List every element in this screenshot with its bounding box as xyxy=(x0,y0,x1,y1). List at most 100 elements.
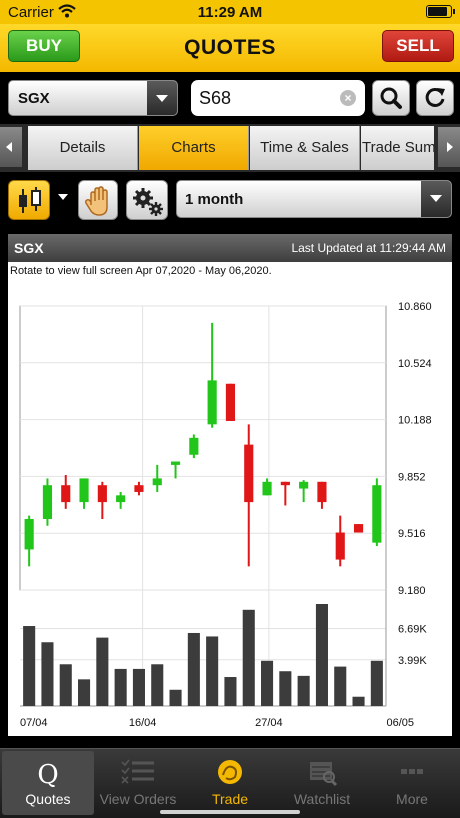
candle-body xyxy=(317,481,327,503)
volume-bar xyxy=(206,636,219,706)
page-title: QUOTES xyxy=(184,36,276,59)
period-select[interactable]: 1 month xyxy=(176,180,452,218)
price-plot-frame xyxy=(19,305,387,591)
tabbar-item-view-orders[interactable]: View Orders xyxy=(92,751,184,815)
volume-bar xyxy=(23,626,36,706)
search-icon xyxy=(380,87,402,109)
chart-header: SGX Last Updated at 11:29:44 AM xyxy=(8,234,452,262)
candle-body xyxy=(61,485,71,503)
view-orders-icon xyxy=(121,759,154,784)
tabs-scroll-right-button[interactable] xyxy=(438,127,460,167)
svg-text:Q: Q xyxy=(37,760,58,787)
candlestick-icon xyxy=(19,187,41,213)
battery-icon xyxy=(426,5,455,18)
carrier-label: Carrier xyxy=(8,4,54,21)
volume-bar xyxy=(41,642,54,706)
refresh-icon xyxy=(425,87,445,107)
sell-button[interactable]: SELL xyxy=(382,30,454,62)
tab-details[interactable]: Details xyxy=(28,126,138,170)
quotes-icon: Q xyxy=(37,760,58,787)
tabbar-label: More xyxy=(396,791,428,807)
period-dropdown-button[interactable] xyxy=(421,181,451,217)
clear-icon[interactable]: × xyxy=(340,90,356,106)
candle-body xyxy=(152,478,162,486)
tabs-scroll-left-button[interactable] xyxy=(0,127,22,167)
volume-bar xyxy=(224,677,237,706)
volume-bar xyxy=(78,679,91,706)
watchlist-icon xyxy=(310,762,338,787)
chevron-down-icon xyxy=(156,95,168,102)
refresh-button[interactable] xyxy=(416,80,454,116)
status-time: 11:29 AM xyxy=(197,4,263,21)
candle-body xyxy=(244,444,254,503)
tabbar-item-trade[interactable]: Trade xyxy=(184,751,276,815)
bottom-tab-bar: Q Quotes View Orders Trade Watchlist More xyxy=(0,748,460,818)
tabbar-label: Watchlist xyxy=(293,791,351,807)
symbol-input[interactable]: S68 × xyxy=(191,80,365,116)
exchange-select[interactable]: SGX xyxy=(8,80,178,116)
candle-body xyxy=(97,485,107,503)
candle-body xyxy=(372,485,382,543)
candle-body xyxy=(207,380,217,425)
candle-body xyxy=(79,478,89,503)
candle-body xyxy=(134,485,144,492)
chart-type-button[interactable] xyxy=(8,180,50,220)
candle-body xyxy=(262,481,272,496)
price-chart[interactable]: 10.860 10.524 10.188 9.852 9.516 9.180 07/04 16… xyxy=(8,234,452,736)
candle-body xyxy=(280,481,290,486)
x-tick-label: 07/04 xyxy=(20,717,48,729)
gears-icon xyxy=(133,188,163,216)
buy-button[interactable]: BUY xyxy=(8,30,80,62)
volume-bar xyxy=(114,668,127,706)
volume-bar xyxy=(151,664,164,706)
price-tick-label: 9.516 xyxy=(398,528,426,540)
volume-bar xyxy=(59,664,72,706)
search-button[interactable] xyxy=(372,80,410,116)
price-tick-label: 10.860 xyxy=(398,301,432,313)
candle-body xyxy=(299,481,309,489)
volume-bar xyxy=(297,675,310,706)
pan-tool-button[interactable] xyxy=(78,180,118,220)
more-icon xyxy=(401,769,423,774)
hand-icon xyxy=(84,186,108,216)
volume-bar xyxy=(279,671,292,706)
candle-body xyxy=(335,532,345,560)
tabbar-item-quotes[interactable]: Q Quotes xyxy=(2,751,94,815)
tabbar-item-watchlist[interactable]: Watchlist xyxy=(276,751,368,815)
last-updated: Last Updated at 11:29:44 AM xyxy=(291,241,446,255)
settings-button[interactable] xyxy=(126,180,168,220)
x-tick-label: 27/04 xyxy=(255,717,283,729)
home-indicator xyxy=(160,810,300,814)
volume-bar xyxy=(334,666,347,706)
tab-time-sales[interactable]: Time & Sales xyxy=(250,126,360,170)
volume-bar xyxy=(132,668,145,706)
volume-bar xyxy=(261,660,274,706)
wifi-icon xyxy=(58,4,76,18)
tabbar-item-more[interactable]: More xyxy=(366,751,458,815)
volume-bar xyxy=(370,660,383,706)
chart-toolbar: 1 month xyxy=(0,172,460,230)
tab-trade-summary[interactable]: Trade Summary xyxy=(361,126,434,170)
tab-charts[interactable]: Charts xyxy=(139,126,249,170)
x-tick-label: 06/05 xyxy=(386,717,414,729)
candle-body xyxy=(225,383,236,421)
exchange-dropdown-button[interactable] xyxy=(147,81,177,115)
candle-body xyxy=(189,437,199,455)
x-tick-label: 16/04 xyxy=(129,717,157,729)
candle-body xyxy=(116,495,126,503)
tabbar-label: Quotes xyxy=(25,791,71,807)
symbol-value: S68 xyxy=(199,88,232,108)
volume-tick-label: 6.69K xyxy=(398,623,427,635)
trade-icon xyxy=(218,760,242,784)
chart-panel[interactable]: 10.860 10.524 10.188 9.852 9.516 9.180 07/04 16… xyxy=(8,234,452,736)
period-value: 1 month xyxy=(185,191,244,208)
volume-bar xyxy=(187,632,200,706)
candle-body xyxy=(24,519,34,550)
chart-type-dropdown-icon[interactable] xyxy=(58,194,68,200)
volume-bar xyxy=(96,637,109,706)
search-row: SGX S68 × xyxy=(0,72,460,124)
volume-bar xyxy=(169,689,182,706)
exchange-value: SGX xyxy=(18,90,50,107)
